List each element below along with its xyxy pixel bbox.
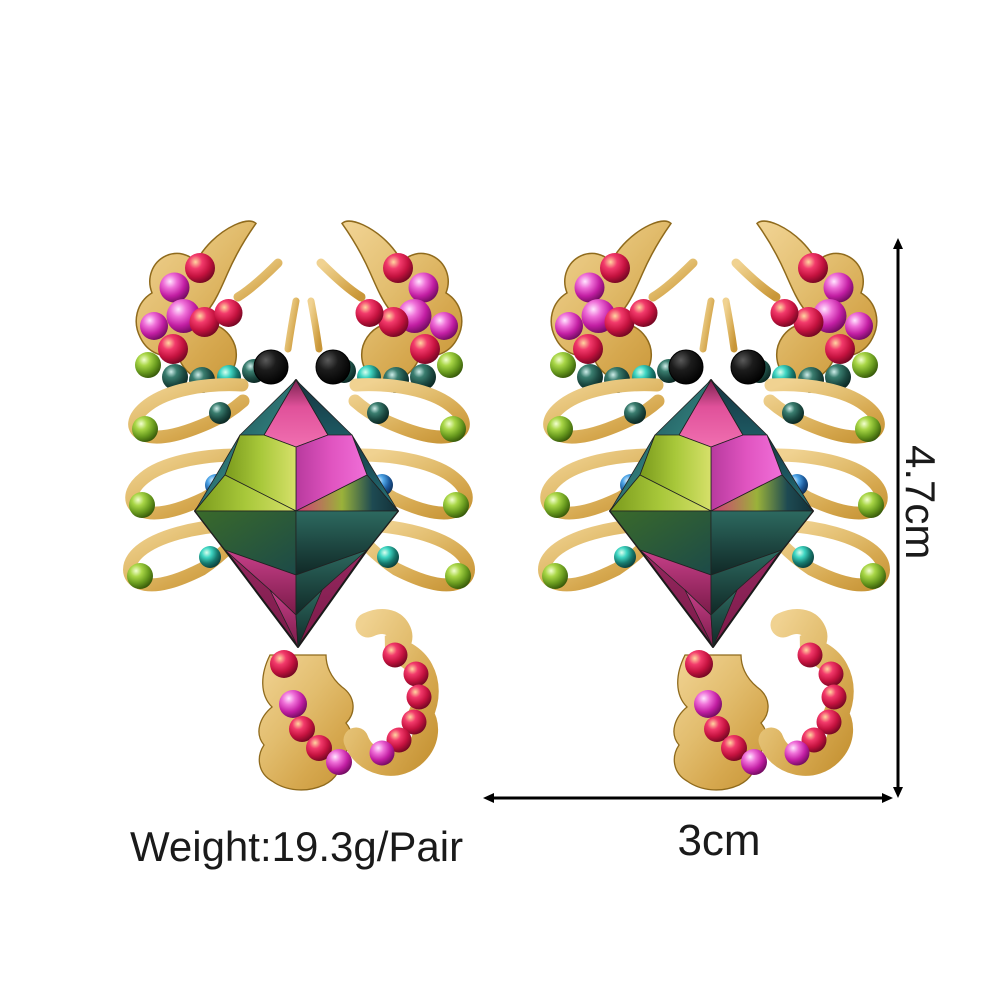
svg-text:3cm: 3cm bbox=[677, 816, 760, 865]
svg-text:Weight:19.3g/Pair: Weight:19.3g/Pair bbox=[130, 823, 463, 870]
svg-text:4.7cm: 4.7cm bbox=[897, 445, 944, 559]
